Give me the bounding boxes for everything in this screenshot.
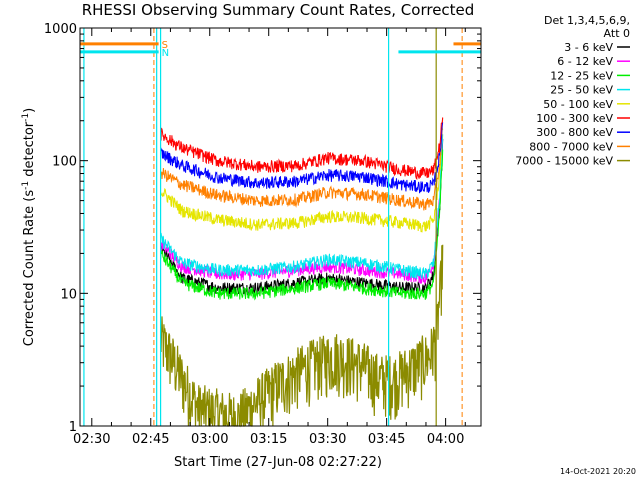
series-line-800-7000keV — [160, 118, 444, 211]
y-tick-label: 100 — [52, 155, 77, 170]
plot-frame — [79, 27, 482, 427]
x-tick-label: 04:00 — [427, 432, 464, 447]
legend-label: 50 - 100 keV — [543, 98, 613, 111]
footer-timestamp: 14-Oct-2021 20:20 — [560, 467, 636, 476]
y-axis-label-part1: Corrected Count Rate (s — [22, 190, 37, 347]
x-tick-label: 03:30 — [309, 432, 346, 447]
legend-label: 100 - 300 keV — [536, 112, 613, 125]
attenuator-label-s: S — [162, 40, 168, 51]
y-axis-label-exp2: -1 — [21, 113, 31, 122]
attenuator-label-n: N — [162, 48, 169, 59]
legend-label: 300 - 800 keV — [536, 126, 613, 139]
legend-label: 12 - 25 keV — [550, 69, 613, 82]
y-tick-label: 1 — [69, 420, 77, 435]
legend-label: 25 - 50 keV — [550, 84, 613, 97]
y-axis-label-part3: ) — [22, 108, 37, 113]
x-tick-label: 03:45 — [368, 432, 405, 447]
legend-header-line1: Det 1,3,4,5,6,9, — [544, 14, 630, 27]
legend-label: 800 - 7000 keV — [529, 140, 613, 153]
legend-label: 7000 - 15000 keV — [515, 155, 613, 168]
series-line-25-50keV — [160, 134, 444, 280]
legend-header-line2: Att 0 — [604, 27, 630, 40]
y-axis-label-part2: detector — [22, 121, 37, 181]
x-tick-label: 03:15 — [250, 432, 287, 447]
series-line-100-300keV — [160, 117, 444, 180]
legend-label: 3 - 6 keV — [564, 41, 613, 54]
y-tick-label: 1000 — [44, 22, 77, 37]
series-line-50-100keV — [160, 127, 444, 233]
y-tick-label: 10 — [60, 287, 77, 302]
axis-layer: 02:30 02:45 03:00 03:15 03:30 03:45 04:00 1 10 10… — [44, 22, 481, 447]
y-axis-label-exp1: -1 — [21, 181, 31, 190]
marker-layer: SN — [80, 28, 481, 426]
chart-title: RHESSI Observing Summary Count Rates, Co… — [82, 1, 475, 19]
x-tick-label: 02:30 — [73, 432, 110, 447]
series-line-300-800keV — [160, 122, 444, 194]
x-axis-label: Start Time (27-Jun-08 02:27:22) — [174, 455, 382, 470]
x-tick-label: 03:00 — [191, 432, 228, 447]
series-line-6-12keV — [160, 139, 444, 286]
series-line-12-25keV — [160, 149, 444, 301]
y-axis-label: Corrected Count Rate (s-1 detector-1) — [21, 108, 37, 346]
series-line-7000-15000keV — [160, 244, 444, 428]
series-layer — [160, 117, 444, 428]
legend-label: 6 - 12 keV — [557, 55, 613, 68]
series-line-3-6keV — [160, 138, 444, 297]
x-tick-label: 02:45 — [132, 432, 169, 447]
